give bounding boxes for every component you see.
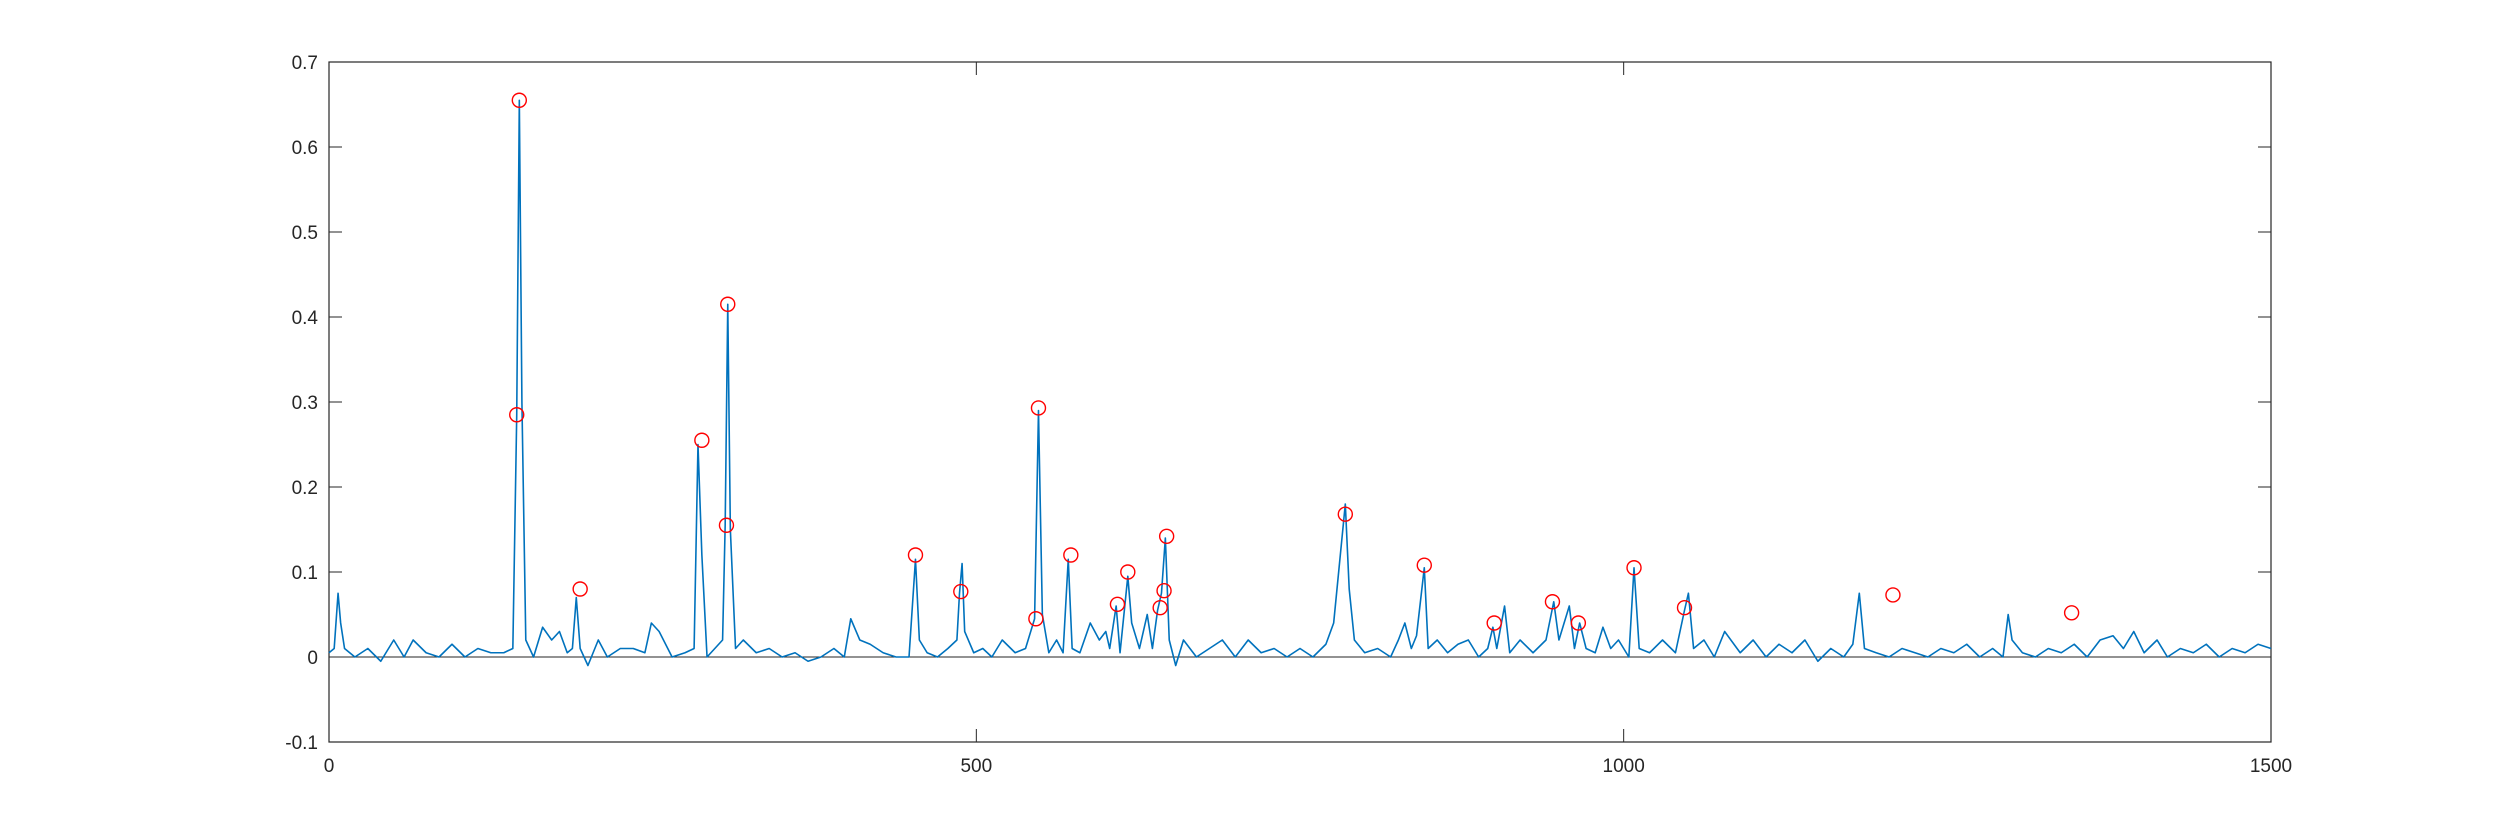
peak-marker <box>1486 615 1502 631</box>
peak-marker <box>1152 600 1168 616</box>
signal-line <box>328 99 2272 667</box>
peak-marker <box>2063 605 2080 621</box>
peak-marker <box>953 583 969 600</box>
x-tick-label: 1500 <box>2250 756 2292 777</box>
x-tick-label: 0 <box>324 756 335 777</box>
peak-marker <box>1030 400 1047 416</box>
peak-marker <box>1626 560 1642 576</box>
peak-marker <box>1063 547 1079 563</box>
peak-marker <box>509 407 525 423</box>
peak-marker <box>718 517 735 533</box>
y-tick-label: 0.7 <box>292 53 318 74</box>
y-tick-label: -0.1 <box>285 733 318 754</box>
plot-frame <box>328 61 2272 743</box>
plot-box <box>328 61 2272 743</box>
peak-marker <box>1158 528 1175 544</box>
peak-marker <box>1885 587 1901 603</box>
y-tick-label: 0 <box>307 648 318 669</box>
x-tick-label: 500 <box>960 756 992 777</box>
y-tick-label: 0.6 <box>292 138 318 159</box>
peak-marker <box>1028 611 1044 627</box>
peak-marker <box>511 92 528 108</box>
peak-marker <box>907 547 924 563</box>
y-tick-label: 0.2 <box>292 478 318 499</box>
peak-marker <box>1544 594 1561 610</box>
peak-marker <box>572 581 588 597</box>
peak-marker <box>1416 557 1432 573</box>
peak-marker <box>1109 596 1126 612</box>
peak-marker <box>720 296 736 312</box>
peak-marker <box>1120 564 1136 580</box>
tick-layer <box>328 61 2272 743</box>
series-layer <box>328 92 2272 667</box>
y-tick-label: 0.1 <box>292 563 318 584</box>
y-tick-label: 0.3 <box>292 393 318 414</box>
peak-marker <box>1337 506 1354 522</box>
peak-marker <box>1156 583 1172 599</box>
y-tick-label: 0.4 <box>292 308 319 329</box>
peak-marker <box>1676 600 1693 616</box>
y-tick-label: 0.5 <box>292 223 318 244</box>
peak-marker <box>694 432 710 448</box>
peak-marker <box>1570 615 1587 631</box>
tick-label-layer: 0 500 1000 1500 -0.1 0 0.1 0.2 0.3 0.4 0.5 0.6 0.7 <box>285 53 2292 777</box>
x-tick-label: 1000 <box>1603 756 1645 777</box>
